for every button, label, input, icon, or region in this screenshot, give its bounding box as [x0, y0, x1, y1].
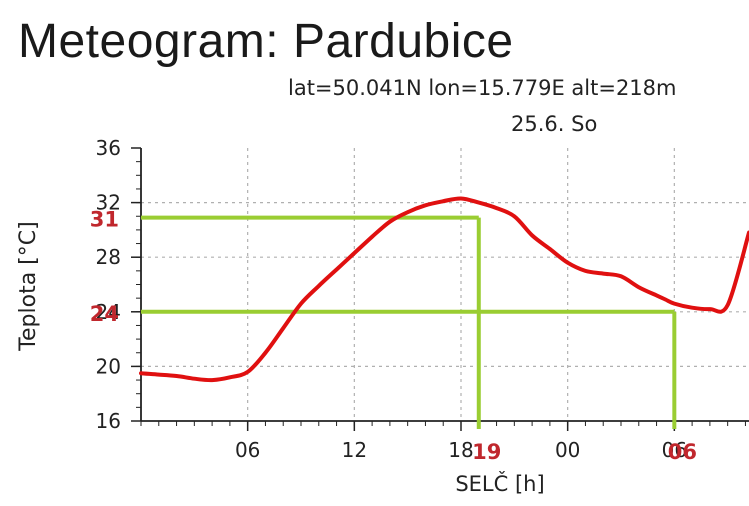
- x-tick-label: 18: [448, 438, 473, 462]
- annotation-label-temperature: 24: [90, 302, 119, 326]
- x-tick-label: 06: [235, 438, 260, 462]
- grid: [141, 148, 749, 421]
- x-axis-label: SELČ [h]: [455, 471, 544, 496]
- y-tick-label: 32: [96, 191, 121, 215]
- chart-title: Meteogram: Pardubice: [18, 15, 514, 68]
- y-tick-label: 28: [96, 245, 121, 269]
- annotation-label-hour: 06: [668, 440, 697, 464]
- location-coordinates: lat=50.041N lon=15.779E alt=218m: [288, 76, 677, 100]
- temperature-series-line: [139, 196, 749, 383]
- y-axis-label: Teplota [°C]: [16, 221, 41, 351]
- y-tick-label: 24: [96, 300, 121, 324]
- annotation-label-temperature: 31: [90, 208, 119, 232]
- y-tick-label: 36: [96, 136, 121, 160]
- x-tick-label: 06: [662, 438, 687, 462]
- x-tick-label: 00: [555, 438, 580, 462]
- series: [139, 196, 749, 383]
- x-tick-label: 12: [342, 438, 367, 462]
- axes: [131, 147, 749, 431]
- y-tick-label: 20: [96, 354, 121, 378]
- annotation-lines: [141, 215, 677, 429]
- date-label: 25.6. So: [511, 112, 598, 136]
- y-tick-label: 16: [96, 409, 121, 433]
- annotation-label-hour: 19: [472, 440, 501, 464]
